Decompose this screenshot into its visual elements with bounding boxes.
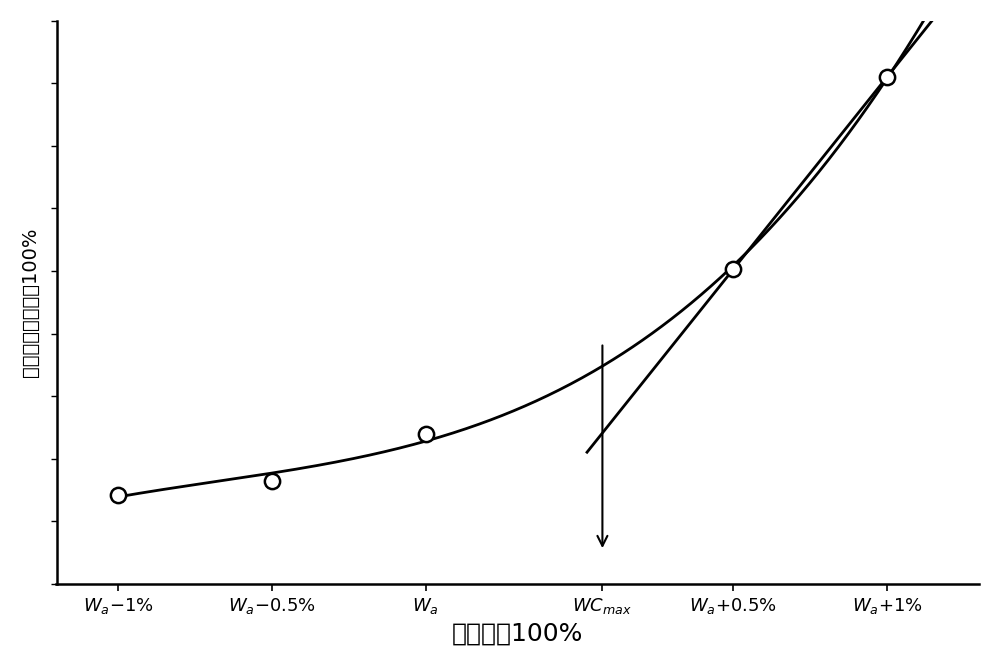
X-axis label: 含水率，100%: 含水率，100% bbox=[452, 621, 584, 645]
Y-axis label: 质量损失百分率，100%: 质量损失百分率，100% bbox=[21, 228, 40, 377]
